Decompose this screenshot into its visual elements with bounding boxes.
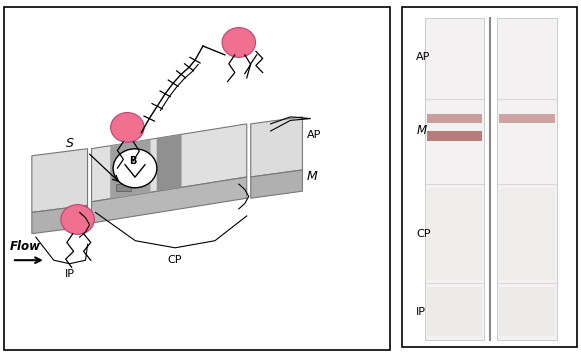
Polygon shape (32, 205, 88, 234)
Text: S: S (66, 137, 74, 150)
Bar (497, 18, 557, 340)
Text: Flow: Flow (10, 240, 41, 253)
Polygon shape (251, 170, 303, 198)
Bar (427, 287, 482, 336)
Text: M: M (306, 171, 317, 183)
Circle shape (113, 149, 157, 188)
Circle shape (222, 28, 256, 57)
Text: AP: AP (306, 130, 321, 139)
Text: B: B (130, 156, 137, 166)
Polygon shape (92, 124, 247, 202)
Bar (427, 188, 482, 280)
Polygon shape (251, 117, 303, 177)
Circle shape (110, 113, 144, 142)
Polygon shape (110, 139, 150, 199)
Bar (427, 131, 482, 141)
Bar (427, 114, 482, 123)
Text: IP: IP (416, 307, 426, 316)
Bar (498, 188, 555, 280)
Bar (498, 114, 555, 123)
FancyBboxPatch shape (116, 184, 131, 192)
Polygon shape (92, 177, 247, 223)
Text: M: M (416, 125, 426, 137)
Polygon shape (157, 134, 181, 192)
Text: AP: AP (416, 52, 431, 62)
Polygon shape (32, 149, 88, 212)
Bar (498, 287, 555, 336)
Text: CP: CP (416, 229, 431, 239)
Bar (425, 18, 484, 340)
Circle shape (61, 205, 94, 234)
Text: CP: CP (168, 255, 182, 265)
Text: IP: IP (64, 269, 74, 279)
